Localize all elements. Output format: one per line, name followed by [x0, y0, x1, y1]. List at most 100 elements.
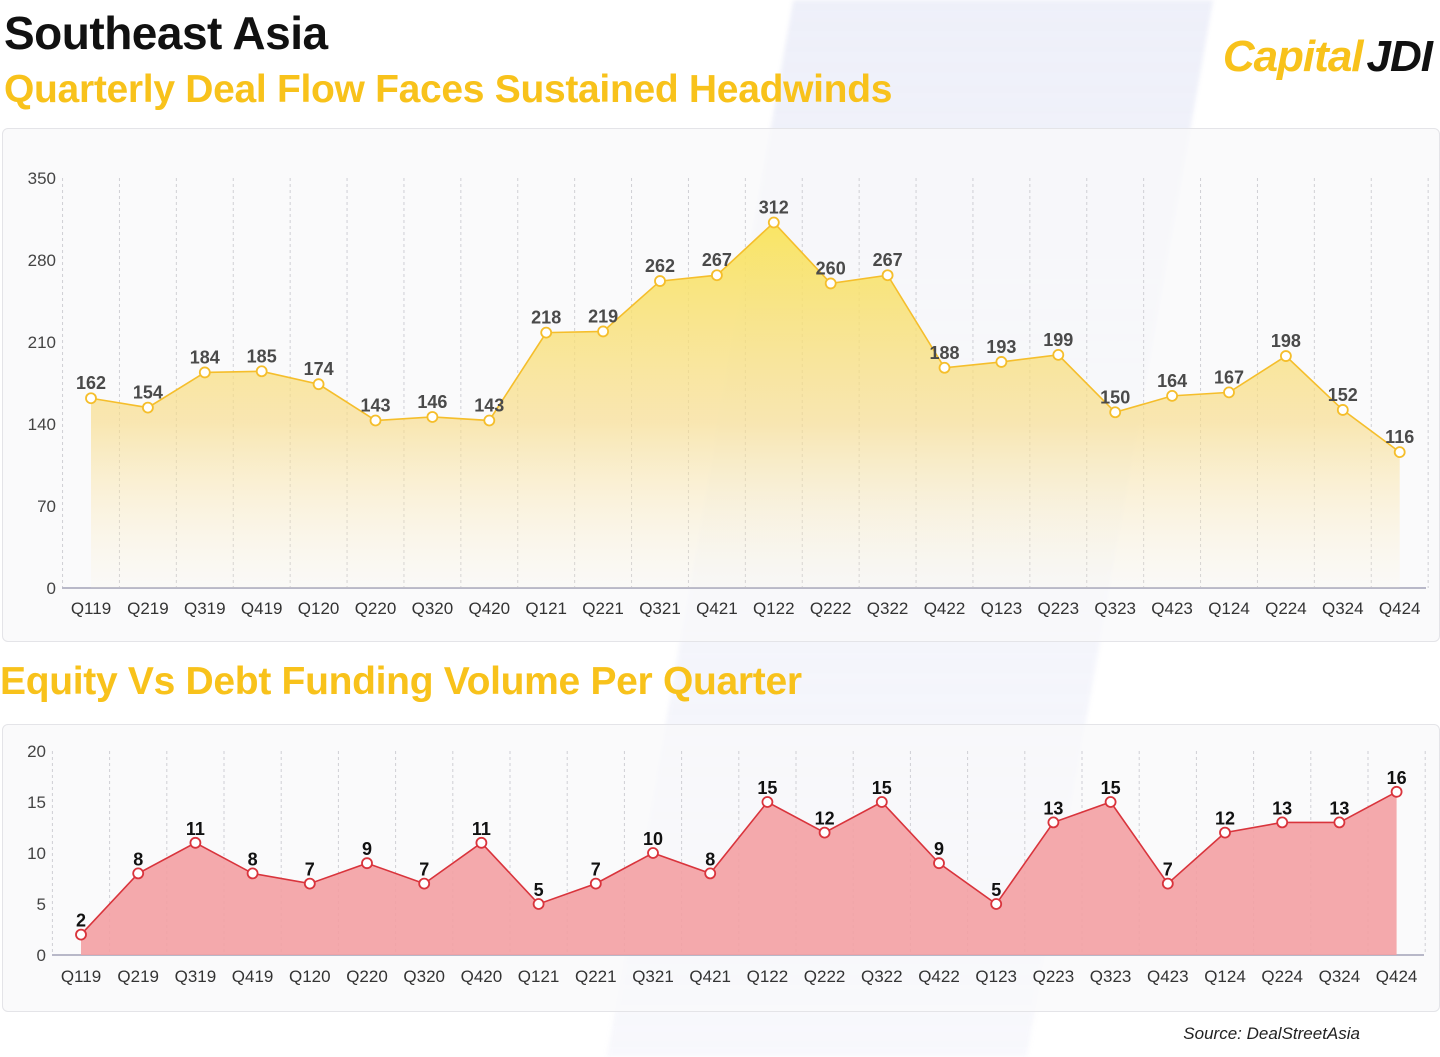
x-tick-label: Q321	[639, 599, 681, 618]
data-point	[1336, 404, 1349, 416]
data-label: 188	[929, 343, 959, 363]
x-tick-label: Q221	[575, 967, 617, 986]
x-tick-label: Q323	[1090, 967, 1132, 986]
series-line	[90, 221, 1401, 453]
page-title: Southeast Asia	[4, 7, 328, 59]
x-tick-label: Q419	[241, 599, 283, 618]
data-point	[1390, 785, 1403, 798]
data-label: 16	[1387, 768, 1407, 788]
x-tick-label: Q222	[810, 599, 852, 618]
data-label: 185	[247, 346, 277, 366]
y-tick-label: 20	[27, 742, 46, 761]
x-tick-label: Q224	[1261, 967, 1303, 986]
data-label: 199	[1043, 330, 1073, 350]
x-tick-label: Q119	[61, 967, 101, 986]
y-tick-label: 70	[37, 497, 56, 516]
x-tick-label: Q124	[1204, 967, 1246, 986]
data-point	[1280, 350, 1292, 362]
x-tick-label: Q424	[1379, 599, 1421, 618]
data-label: 143	[360, 395, 390, 415]
data-label: 2	[76, 911, 86, 931]
data-label: 12	[1215, 809, 1235, 829]
x-tick-label: Q223	[1038, 599, 1080, 618]
x-tick-label: Q319	[184, 599, 226, 618]
x-tick-label: Q423	[1147, 967, 1189, 986]
data-point	[1333, 816, 1346, 829]
x-tick-label: Q122	[747, 967, 789, 986]
data-label: 167	[1214, 367, 1244, 387]
data-point	[418, 877, 431, 890]
y-tick-label: 15	[27, 793, 46, 812]
x-tick-label: Q121	[518, 967, 560, 986]
data-label: 193	[986, 337, 1016, 357]
data-point	[761, 796, 774, 808]
data-label: 143	[474, 395, 504, 415]
data-point	[1052, 348, 1065, 361]
x-tick-label: Q420	[461, 967, 503, 986]
data-point	[711, 269, 723, 282]
x-tick-label: Q123	[975, 967, 1017, 986]
data-point	[475, 836, 488, 849]
data-point	[1223, 386, 1235, 399]
x-tick-label: Q422	[924, 599, 966, 618]
series-area	[81, 791, 1397, 955]
data-label: 218	[531, 308, 561, 328]
data-point	[1104, 796, 1117, 808]
data-point	[198, 366, 211, 379]
x-tick-label: Q122	[753, 599, 795, 618]
data-label: 7	[591, 860, 601, 880]
x-tick-label: Q320	[412, 599, 454, 618]
x-tick-label: Q220	[346, 967, 388, 986]
x-tick-label: Q322	[867, 599, 909, 618]
deal-flow-chart: 0 70 140 210 280 350 162 Q119 154 Q219 184 Q319 185 Q…	[28, 169, 1429, 618]
data-label: 13	[1043, 798, 1063, 818]
data-point	[818, 826, 831, 839]
x-tick-label: Q421	[696, 599, 738, 618]
data-label: 11	[472, 819, 491, 839]
data-label: 13	[1272, 798, 1292, 818]
data-point	[1166, 389, 1178, 402]
data-point	[1161, 877, 1174, 890]
data-label: 7	[305, 860, 315, 880]
data-label: 154	[133, 383, 163, 403]
data-label: 13	[1329, 798, 1349, 818]
data-label: 150	[1100, 387, 1130, 407]
x-tick-label: Q324	[1319, 967, 1361, 986]
data-point	[933, 857, 945, 870]
data-point	[246, 867, 259, 880]
data-point	[189, 836, 202, 849]
y-tick-label: 0	[47, 579, 56, 598]
data-label: 8	[248, 849, 258, 869]
data-point	[85, 392, 97, 405]
data-point	[1109, 406, 1122, 419]
data-point	[824, 277, 837, 290]
data-point	[1047, 816, 1060, 829]
logo-mark: JDI	[1366, 32, 1433, 81]
x-tick-label: Q324	[1322, 599, 1364, 618]
data-point	[938, 361, 951, 374]
data-point	[141, 401, 154, 414]
funding-chart: 0 5 10 15 20 2 Q119 8 Q219 11 Q319 8 Q419 7 Q120 9 Q220 7…	[27, 742, 1426, 986]
data-point	[75, 928, 87, 941]
data-label: 15	[757, 778, 777, 798]
data-point	[1393, 446, 1406, 459]
data-label: 5	[991, 880, 1001, 900]
data-label: 267	[702, 250, 732, 270]
x-tick-label: Q119	[71, 599, 111, 618]
x-tick-label: Q219	[117, 967, 159, 986]
data-point	[597, 325, 609, 338]
data-point	[532, 898, 545, 910]
x-tick-label: Q423	[1151, 599, 1193, 618]
x-tick-label: Q321	[632, 967, 674, 986]
data-label: 12	[815, 809, 835, 829]
data-label: 15	[872, 778, 892, 798]
data-point	[540, 326, 553, 339]
data-label: 219	[588, 306, 618, 326]
data-label: 198	[1271, 331, 1301, 351]
y-tick-label: 350	[28, 169, 56, 188]
y-tick-label: 10	[27, 844, 46, 863]
logo-text: Capital	[1222, 32, 1364, 81]
x-tick-label: Q421	[689, 967, 731, 986]
data-label: 8	[705, 849, 715, 869]
